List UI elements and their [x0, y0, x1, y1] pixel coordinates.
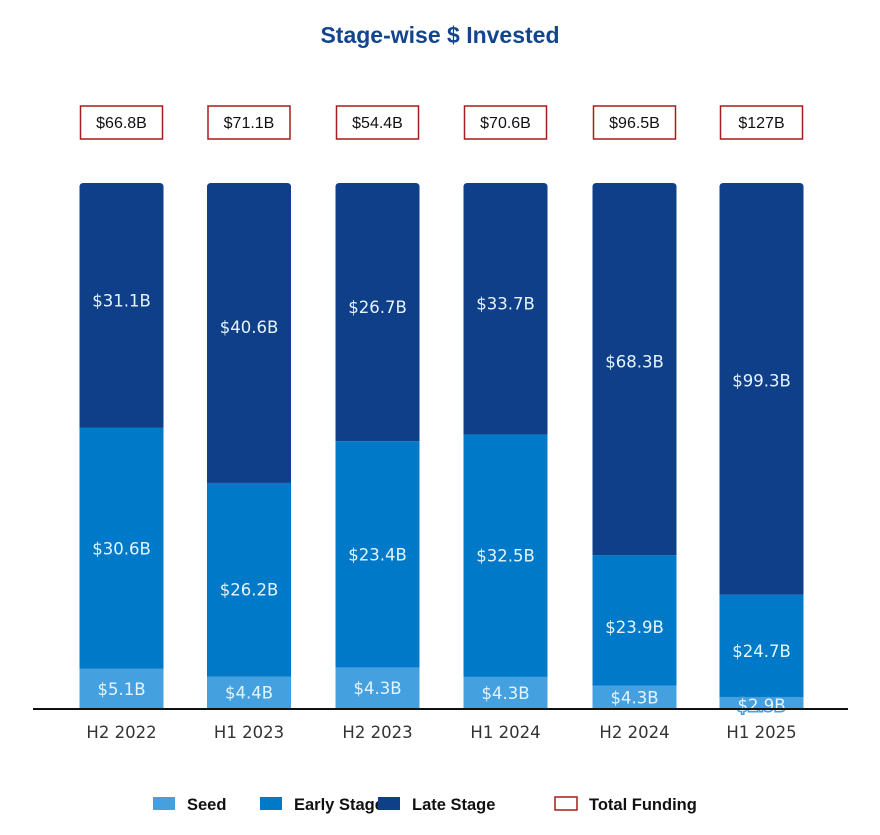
segment-label-late-stage: $31.1B [92, 292, 151, 311]
total-funding-label: $66.8B [96, 115, 147, 132]
segment-label-seed: $4.3B [353, 679, 401, 698]
bar-segment-seed [207, 676, 291, 709]
segment-label-early-stage: $32.5B [476, 547, 535, 566]
segment-label-seed: $5.1B [97, 680, 145, 699]
bar-segment-seed [592, 685, 677, 709]
bar-stack-h2-2023 [335, 183, 420, 709]
legend-label: Seed [187, 796, 226, 814]
legend-swatch [260, 797, 282, 810]
x-tick-label: H1 2024 [470, 723, 540, 742]
segment-label-late-stage: $33.7B [476, 295, 535, 314]
legend-swatch [554, 796, 578, 811]
total-funding-box [463, 105, 548, 140]
total-funding-label: $70.6B [480, 115, 531, 132]
x-tick-label: H2 2024 [599, 723, 669, 742]
segment-label-late-stage: $26.7B [348, 298, 407, 317]
segment-label-late-stage: $99.3B [732, 372, 791, 391]
total-funding-box [207, 105, 291, 140]
total-funding-label: $54.4B [352, 115, 403, 132]
segment-label-late-stage: $40.6B [220, 318, 279, 337]
bar-stack-h2-2022 [79, 183, 164, 709]
legend-item-early-stage: Early Stage [260, 796, 384, 814]
total-funding-label: $71.1B [224, 115, 275, 132]
x-tick-label: H2 2022 [86, 723, 156, 742]
segment-label-seed: $2.9B [737, 696, 785, 715]
bar-segment-early-stage [719, 594, 804, 697]
total-funding-box [335, 105, 420, 140]
total-funding-label: $127B [738, 115, 784, 132]
legend: Seed Early Stage Late Stage Total Funding [153, 796, 697, 814]
bar-stack-h1-2024 [463, 183, 548, 709]
total-funding-label: $96.5B [609, 115, 660, 132]
legend-label: Early Stage [294, 796, 384, 814]
bar-segment-late-stage [463, 183, 548, 435]
legend-label: Late Stage [412, 796, 495, 814]
total-funding-box [592, 105, 677, 140]
bar-segment-late-stage [335, 183, 420, 442]
bar-segment-early-stage [592, 555, 677, 686]
segment-label-seed: $4.4B [225, 684, 273, 703]
total-funding-box [79, 105, 164, 140]
segment-label-late-stage: $68.3B [605, 353, 664, 372]
bar-stack-h1-2023 [207, 183, 291, 709]
bar-segment-seed [719, 696, 804, 709]
segment-labels: $5.1B $30.6B $31.1B $4.4B $26.2B $40.6B $4.3B $… [92, 292, 791, 717]
segment-label-early-stage: $30.6B [92, 539, 151, 558]
x-tick-label: H2 2023 [342, 723, 412, 742]
segment-label-seed: $4.3B [481, 684, 529, 703]
bar-segment-late-stage [79, 183, 164, 428]
bar-segment-late-stage [207, 183, 291, 483]
bar-segment-late-stage [719, 183, 804, 595]
bar-segment-seed [463, 676, 548, 709]
bar-stack-h2-2024 [592, 183, 677, 709]
total-funding-box [719, 105, 804, 140]
segment-label-early-stage: $23.9B [605, 618, 664, 637]
bar-segment-seed [79, 668, 164, 709]
legend-swatch [153, 797, 175, 810]
legend-item-total-funding: Total Funding [554, 796, 697, 814]
bar-segment-early-stage [207, 482, 291, 677]
bar-stack-h1-2025 [719, 183, 804, 709]
bar-segment-early-stage [335, 441, 420, 668]
total-funding-boxes: $66.8B $71.1B $54.4B $70.6B $96.5B $127B [79, 105, 804, 140]
chart-title: Stage-wise $ Invested [320, 22, 559, 48]
legend-item-late-stage: Late Stage [378, 796, 495, 814]
x-axis-tick-labels: H2 2022 H1 2023 H2 2023 H1 2024 H2 2024 H1 20… [86, 723, 796, 742]
segment-label-seed: $4.3B [610, 688, 658, 707]
segment-label-early-stage: $24.7B [732, 642, 791, 661]
stacked-bars [79, 183, 804, 709]
legend-swatch [378, 797, 400, 810]
bar-segment-early-stage [79, 427, 164, 669]
x-tick-label: H1 2023 [214, 723, 284, 742]
bar-segment-early-stage [463, 434, 548, 677]
segment-label-early-stage: $26.2B [220, 580, 279, 599]
legend-item-seed: Seed [153, 796, 226, 814]
legend-label: Total Funding [589, 796, 697, 814]
bar-segment-late-stage [592, 183, 677, 556]
bar-segment-seed [335, 667, 420, 709]
segment-label-early-stage: $23.4B [348, 545, 407, 564]
x-tick-label: H1 2025 [726, 723, 796, 742]
